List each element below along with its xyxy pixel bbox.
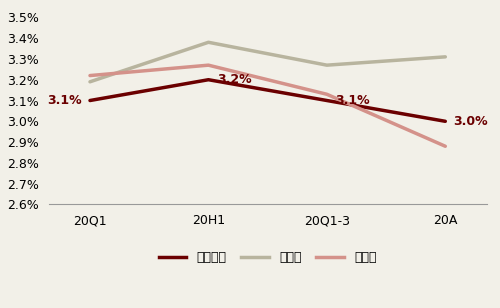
Text: 3.0%: 3.0% — [454, 115, 488, 128]
Text: 3.1%: 3.1% — [335, 94, 370, 107]
Text: 3.1%: 3.1% — [47, 94, 82, 107]
Legend: 样本银行, 四大行, 股份行: 样本银行, 四大行, 股份行 — [154, 246, 382, 269]
Text: 3.2%: 3.2% — [217, 73, 252, 86]
